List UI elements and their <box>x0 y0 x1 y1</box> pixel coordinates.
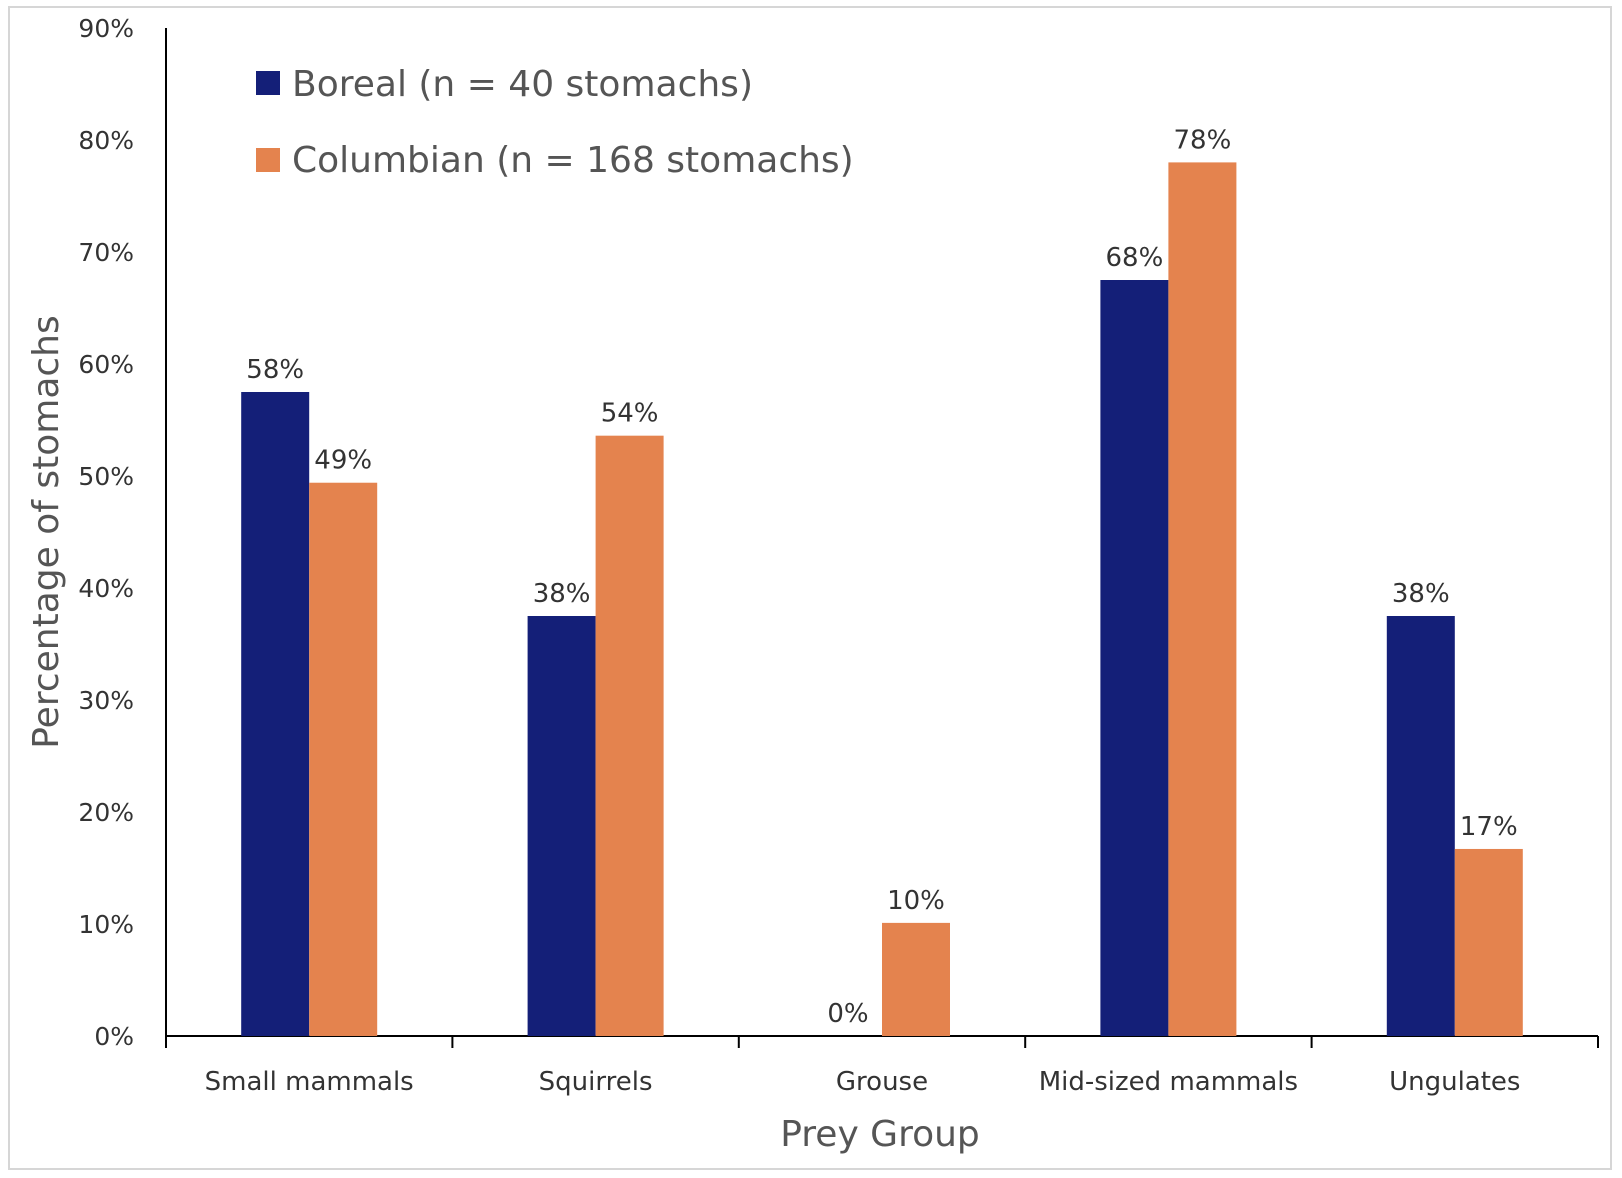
y-tick-label: 50% <box>78 462 134 491</box>
data-label: 0% <box>827 999 868 1029</box>
x-tick-label: Ungulates <box>1389 1067 1520 1097</box>
data-labels: 58% 38% 0% 68% 38% 49% 54% 10% 78% 17% <box>246 125 1517 1029</box>
data-label: 58% <box>246 355 304 385</box>
data-label: 17% <box>1460 812 1518 842</box>
data-label: 38% <box>1392 579 1450 609</box>
data-label: 68% <box>1106 243 1164 273</box>
legend: Boreal (n = 40 stomachs) Columbian (n = … <box>256 64 854 181</box>
y-axis-title: Percentage of stomachs <box>26 315 67 749</box>
y-tick-label: 60% <box>78 350 134 379</box>
x-tick-label: Grouse <box>836 1067 928 1097</box>
bar-columbian <box>309 482 378 1037</box>
y-tick-label: 30% <box>78 686 134 715</box>
bar-boreal <box>1386 616 1455 1036</box>
y-axis: 0% 10% 20% 30% 40% 50% 60% 70% 80% 90% <box>78 14 167 1051</box>
x-tick-label: Small mammals <box>205 1067 414 1097</box>
bars <box>241 162 1523 1037</box>
bar-columbian <box>1168 162 1237 1036</box>
bar-boreal <box>241 392 310 1036</box>
y-tick-label: 0% <box>94 1022 134 1051</box>
bar-columbian <box>882 922 950 1036</box>
x-tick-label: Mid-sized mammals <box>1039 1067 1298 1097</box>
legend-label-boreal: Boreal (n = 40 stomachs) <box>292 64 753 105</box>
y-tick-label: 70% <box>78 238 134 267</box>
y-tick-label: 40% <box>78 574 134 603</box>
data-label: 78% <box>1174 125 1232 155</box>
legend-label-columbian: Columbian (n = 168 stomachs) <box>292 140 854 181</box>
bar-columbian <box>595 435 664 1036</box>
bar-boreal <box>527 616 596 1036</box>
y-tick-label: 80% <box>78 126 134 155</box>
legend-swatch-boreal <box>256 71 280 95</box>
data-label: 54% <box>601 399 659 429</box>
x-axis-title: Prey Group <box>780 1114 980 1155</box>
data-label: 10% <box>887 886 945 916</box>
data-label: 38% <box>533 579 591 609</box>
bar-columbian <box>1454 848 1523 1036</box>
y-tick-label: 90% <box>78 14 134 43</box>
y-tick-label: 20% <box>78 798 134 827</box>
bar-boreal <box>1100 280 1169 1036</box>
data-label: 49% <box>314 446 372 476</box>
x-tick-label: Squirrels <box>539 1067 653 1097</box>
x-axis: Small mammals Squirrels Grouse Mid-sized ma… <box>165 1035 1599 1097</box>
y-tick-label: 10% <box>78 910 134 939</box>
legend-swatch-columbian <box>256 148 280 172</box>
